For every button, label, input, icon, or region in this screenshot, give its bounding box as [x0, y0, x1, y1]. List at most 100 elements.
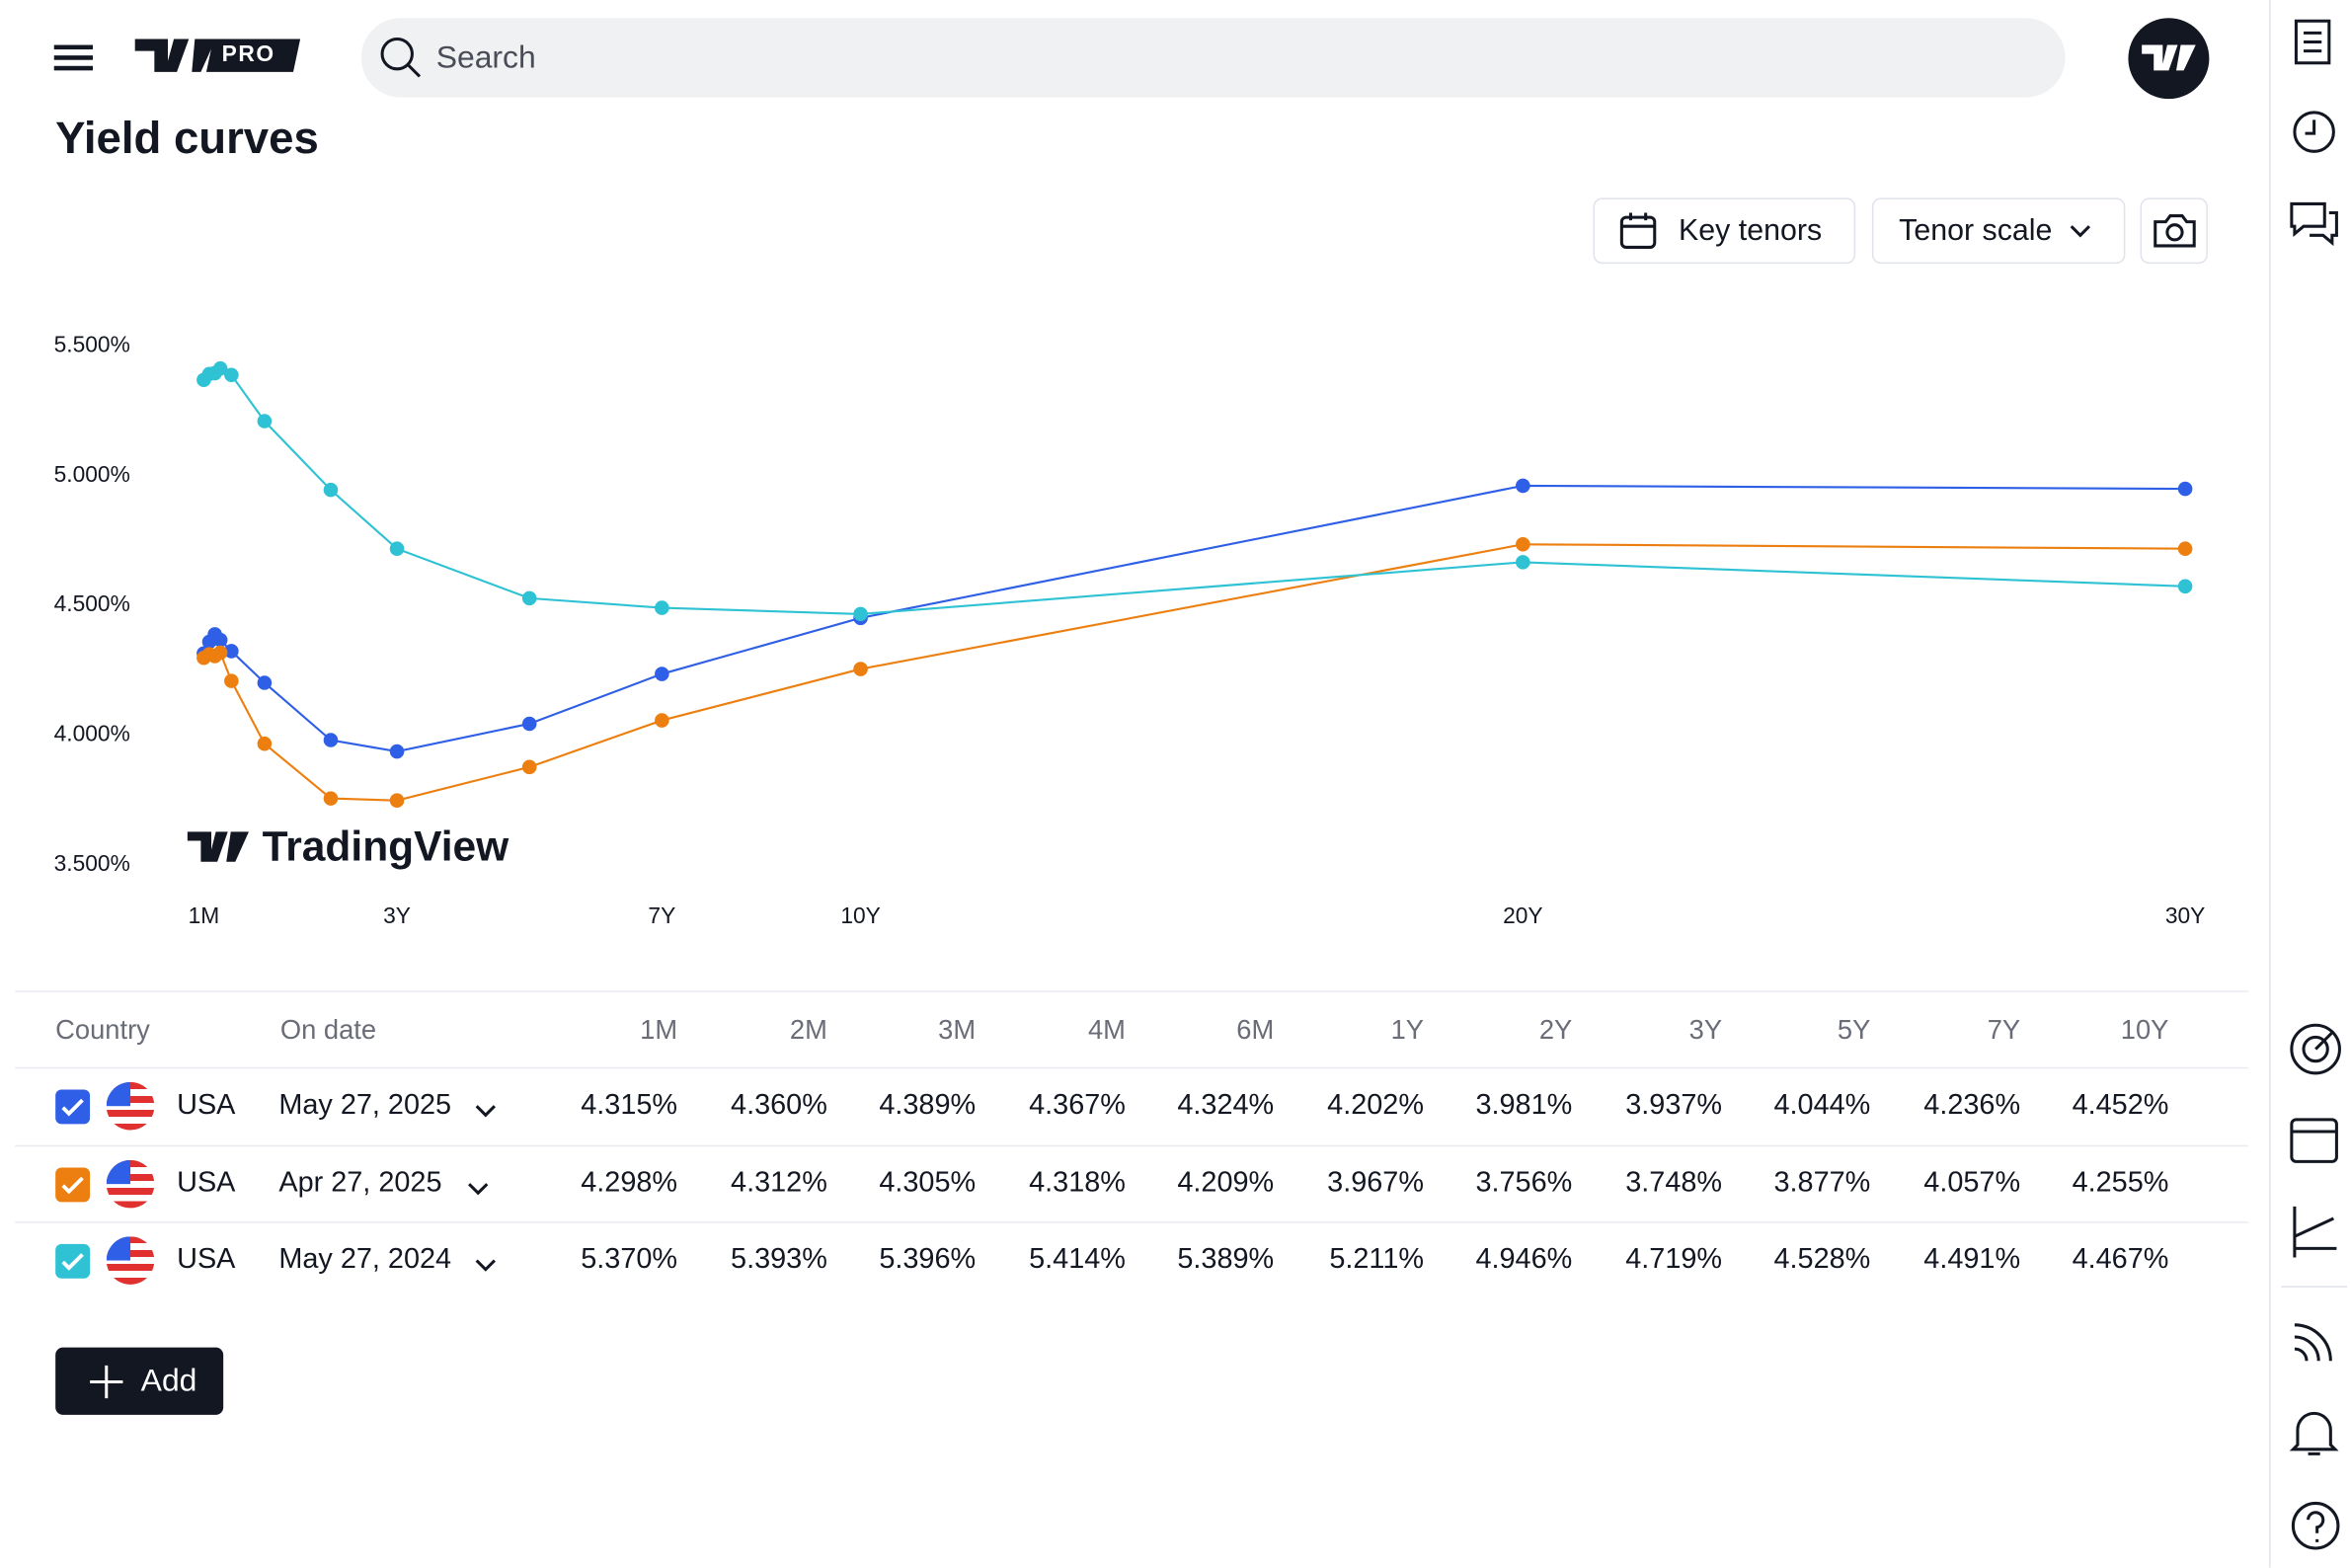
yield-icon[interactable]	[2289, 1204, 2340, 1261]
search-box[interactable]: Search	[360, 18, 2066, 98]
check-mark	[61, 1175, 84, 1194]
menu-button[interactable]	[53, 42, 94, 72]
yield-cell: 5.370%	[581, 1243, 678, 1276]
column-header: 4M	[1087, 1014, 1126, 1045]
data-point	[224, 644, 239, 659]
column-header: 1Y	[1390, 1014, 1425, 1045]
data-point	[212, 645, 228, 661]
data-point	[655, 600, 669, 615]
key-tenors-button[interactable]: Key tenors	[1593, 197, 1856, 265]
yield-cell: 4.044%	[1773, 1089, 1871, 1122]
yield-cell: 4.491%	[1923, 1243, 2021, 1276]
yield-cell: 5.396%	[879, 1243, 977, 1276]
data-point	[389, 744, 405, 759]
chevron	[475, 1259, 496, 1272]
series-line	[202, 484, 2186, 753]
column-header: 7Y	[1987, 1014, 2021, 1045]
flag-canton	[106, 1159, 131, 1184]
row-checkbox[interactable]	[55, 1166, 91, 1202]
column-header: Country	[55, 1014, 150, 1045]
avatar-logo	[2142, 44, 2196, 71]
table: Country On date 1M 2M 3M 4M 6M 1Y 2Y 3Y 5Y 7Y 10Y USA…	[0, 990, 2248, 1305]
screenshot-button[interactable]	[2140, 197, 2208, 265]
calendar-side-icon[interactable]	[2289, 1114, 2340, 1165]
country-name: USA	[177, 1166, 236, 1199]
chat-icon[interactable]	[2289, 197, 2340, 249]
yield-cell: 5.211%	[1329, 1243, 1425, 1276]
yield-cell: 4.298%	[581, 1166, 678, 1199]
data-point	[2177, 541, 2193, 557]
alerts-icon[interactable]	[2289, 105, 2340, 156]
yield-cell: 4.209%	[1177, 1166, 1275, 1199]
y-tick-label: 4.000%	[54, 721, 130, 746]
date-chevron	[475, 1099, 496, 1126]
data-point	[853, 662, 868, 676]
column-header: 6M	[1236, 1014, 1275, 1045]
watermark: TradingView	[187, 822, 509, 873]
data-point	[257, 736, 273, 751]
yield-cell: 3.756%	[1475, 1166, 1573, 1199]
date-chevron	[468, 1176, 489, 1203]
yield-cell: 3.748%	[1625, 1166, 1723, 1199]
y-tick-label: 4.500%	[54, 590, 130, 616]
chart: 3.500% 4.000% 4.500% 5.000% 5.500% 1M 3Y 7Y 10Y 2…	[54, 332, 2206, 928]
data-point	[323, 791, 339, 806]
country-flag	[106, 1236, 155, 1285]
row-divider	[15, 1143, 2248, 1146]
yield-cell: 4.324%	[1177, 1089, 1275, 1122]
data-point	[1516, 555, 1530, 570]
data-point	[224, 673, 239, 688]
logo-badge: PRO	[221, 41, 275, 68]
yield-cell: 4.467%	[2072, 1243, 2169, 1276]
tenor-scale-button[interactable]: Tenor scale	[1871, 197, 2126, 265]
yield-cell: 3.877%	[1773, 1166, 1871, 1199]
logo[interactable]: PRO	[134, 36, 301, 74]
series-line	[202, 543, 2186, 802]
yield-cell: 4.360%	[731, 1089, 827, 1122]
y-tick-label: 3.500%	[54, 850, 130, 876]
chevron	[475, 1105, 496, 1118]
x-tick-label: 10Y	[840, 902, 880, 928]
logo-mark	[134, 39, 216, 72]
sidebar-border	[2269, 0, 2271, 1568]
yield-cell: 4.305%	[879, 1166, 977, 1199]
feed-icon[interactable]	[2289, 1316, 2340, 1368]
watchlist-icon[interactable]	[2289, 18, 2340, 69]
target-icon[interactable]	[2289, 1022, 2343, 1076]
yield-cell: 4.202%	[1327, 1089, 1425, 1122]
search-placeholder: Search	[435, 39, 536, 75]
row-checkbox[interactable]	[55, 1243, 91, 1279]
series-line	[202, 366, 2186, 615]
flag-canton	[106, 1236, 131, 1261]
data-point	[257, 414, 273, 429]
x-tick-label: 7Y	[648, 902, 675, 928]
avatar[interactable]	[2128, 18, 2210, 100]
help-icon[interactable]	[2289, 1496, 2343, 1553]
camera-icon	[2153, 214, 2195, 248]
add-button[interactable]: Add	[55, 1347, 224, 1415]
date-select[interactable]: May 27, 2025	[278, 1089, 452, 1122]
yield-cell: 4.318%	[1029, 1166, 1126, 1199]
x-tick-label: 3Y	[383, 902, 411, 928]
data-point	[389, 793, 405, 808]
notifications-icon[interactable]	[2289, 1406, 2340, 1460]
search-icon	[380, 37, 422, 78]
date-select[interactable]: Apr 27, 2025	[278, 1166, 442, 1199]
yield-cell: 5.389%	[1177, 1243, 1275, 1276]
date-chevron	[475, 1253, 496, 1280]
data-point	[1516, 478, 1530, 494]
yield-cell: 4.452%	[2072, 1089, 2169, 1122]
key-tenors-label: Key tenors	[1679, 213, 1823, 247]
yield-cell: 4.312%	[731, 1166, 827, 1199]
row-divider	[15, 1221, 2248, 1223]
date-select[interactable]: May 27, 2024	[278, 1243, 452, 1276]
add-label: Add	[140, 1363, 197, 1398]
column-header: 2Y	[1538, 1014, 1573, 1045]
country-name: USA	[177, 1089, 236, 1122]
column-header: 10Y	[2120, 1014, 2169, 1045]
row-checkbox[interactable]	[55, 1089, 91, 1125]
yield-cell: 4.389%	[879, 1089, 977, 1122]
x-tick-label: 20Y	[1503, 902, 1542, 928]
data-point	[2177, 579, 2193, 594]
